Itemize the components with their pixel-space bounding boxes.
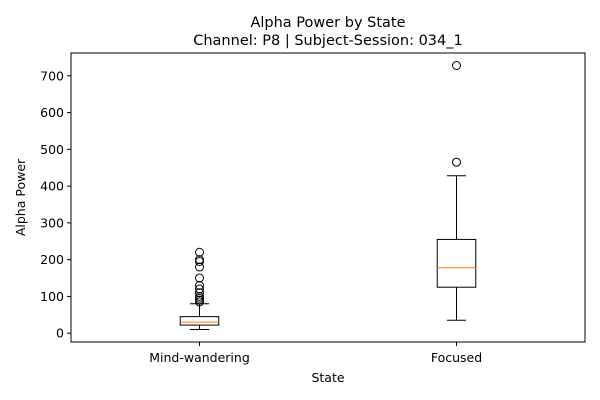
outlier-point [195, 280, 204, 290]
y-tick-label: 0 [56, 326, 64, 341]
outlier-point [195, 291, 204, 301]
outlier-point [195, 247, 204, 257]
box-iqr [436, 238, 477, 288]
chart-subtitle: Channel: P8 | Subject-Session: 034_1 [193, 33, 463, 49]
outlier-point [195, 256, 204, 266]
y-axis: 0 100 200 300 400 500 600 700 [40, 68, 71, 341]
outlier-point [452, 157, 461, 167]
outlier-point [452, 61, 461, 71]
outlier-point [195, 273, 204, 283]
x-tick-label: Mind-wandering [149, 350, 250, 365]
y-tick-label: 500 [40, 142, 64, 157]
x-tick-label: Focused [431, 350, 482, 365]
x-axis-label: State [311, 370, 344, 385]
plot-area [179, 61, 477, 330]
y-tick-label: 300 [40, 215, 64, 230]
box-group [436, 61, 477, 321]
plot-frame [70, 52, 586, 343]
outlier-point [195, 255, 204, 265]
box-iqr [179, 316, 220, 326]
chart-title: Alpha Power by State [250, 15, 405, 31]
y-tick-label: 200 [40, 252, 64, 267]
y-tick-label: 400 [40, 179, 64, 194]
y-axis-label: Alpha Power [13, 158, 28, 236]
outlier-point [195, 262, 204, 272]
outlier-point [195, 284, 204, 294]
y-tick-label: 600 [40, 105, 64, 120]
outlier-point [195, 288, 204, 298]
y-tick-label: 100 [40, 289, 64, 304]
x-axis: Mind-wandering Focused [149, 342, 482, 365]
y-tick-label: 700 [40, 68, 64, 83]
box-group [179, 247, 220, 330]
